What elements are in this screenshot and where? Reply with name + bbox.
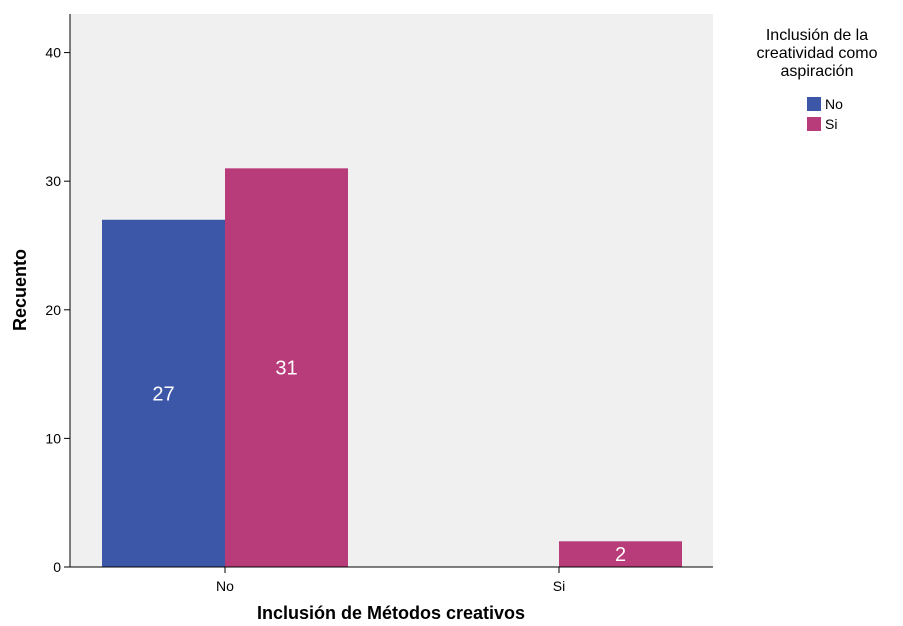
legend-swatch-si: [807, 117, 821, 131]
bar-value-label: 2: [615, 544, 626, 566]
y-tick-label: 40: [45, 45, 61, 61]
bars-group: [102, 168, 682, 568]
x-axis-ticks: No Si: [216, 567, 565, 594]
legend-title-line-3: aspiración: [781, 63, 854, 80]
bar-si-no: [225, 168, 348, 568]
bar-no-no: [102, 219, 225, 567]
y-tick-label: 20: [45, 302, 61, 318]
x-tick-label: Si: [553, 578, 565, 594]
bar-labels-group: 27 31 2: [152, 358, 626, 566]
legend-label-no: No: [825, 96, 843, 112]
legend-items: No Si: [807, 96, 843, 132]
legend-title-line-2: creatividad como: [757, 45, 878, 62]
bar-si-si: [559, 541, 682, 567]
legend-label-si: Si: [825, 116, 837, 132]
x-tick-label: No: [216, 578, 234, 594]
y-axis-ticks: 0 10 20 30 40: [45, 45, 70, 575]
x-axis-title: Inclusión de Métodos creativos: [257, 603, 525, 623]
y-tick-label: 30: [45, 173, 61, 189]
y-tick-label: 10: [45, 430, 61, 446]
bar-value-label: 31: [275, 358, 297, 380]
legend-swatch-no: [807, 97, 821, 111]
bar-value-label: 27: [152, 383, 174, 405]
legend: Inclusión de la creatividad como aspirac…: [757, 27, 878, 132]
y-tick-label: 0: [53, 559, 61, 575]
y-axis-title: Recuento: [10, 249, 30, 331]
legend-title-line-1: Inclusión de la: [766, 27, 868, 44]
